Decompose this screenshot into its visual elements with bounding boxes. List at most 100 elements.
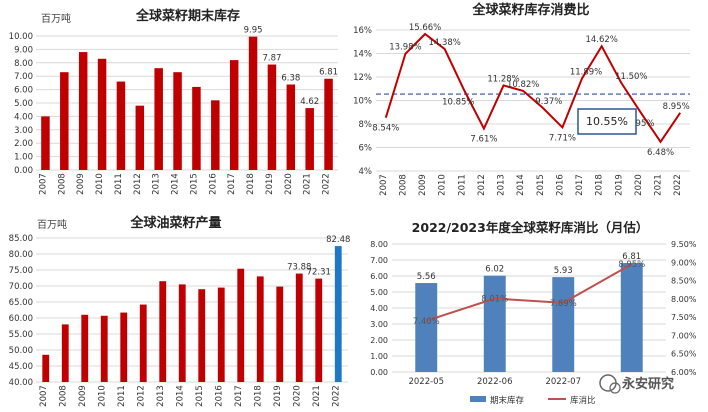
y-tick-label: 60.00: [9, 314, 33, 324]
y-tick-label: 5.00: [14, 99, 33, 109]
y-tick-label: 0.00: [14, 166, 33, 176]
x-tick-label: 2009: [76, 173, 86, 195]
x-tick-label: 2018: [246, 173, 256, 195]
data-label: 11.89%: [570, 67, 602, 77]
series-line: [425, 263, 633, 322]
x-tick-label: 2015: [189, 173, 199, 195]
x-tick-label: 2007: [39, 385, 49, 407]
y-tick-label-right: 9.50%: [671, 240, 697, 249]
y-tick-label: 14%: [353, 50, 372, 60]
y-tick-label-left: 6.00: [370, 272, 388, 281]
data-label: 6.48%: [647, 148, 674, 158]
bar: [267, 64, 277, 170]
legend-label: 期末库存: [490, 395, 525, 406]
chart-production: 全球油菜籽产量 百万吨 40.00 45.00 50.00 55.00 60.00 65.00…: [9, 215, 351, 407]
x-tick-label: 2012: [477, 174, 487, 196]
data-label: 11.50%: [615, 72, 647, 82]
bar: [97, 58, 107, 170]
y-tick-label: 8%: [359, 120, 373, 130]
y-tick-label: 2.00: [14, 139, 33, 149]
y-tick-label-left: 1.00: [370, 352, 388, 361]
x-tick-label: 2009: [78, 385, 88, 407]
bar: [620, 263, 643, 372]
y-tick-label: 7.00: [14, 72, 33, 82]
y-tick-label: 1.00: [14, 153, 33, 163]
data-label: 7.40%: [413, 317, 440, 327]
x-tick-label: 2013: [497, 174, 507, 196]
bar: [116, 81, 126, 170]
bar: [211, 100, 220, 170]
bar: [173, 72, 182, 170]
x-tick-label: 2017: [227, 173, 237, 195]
x-tick-label: 2021: [303, 173, 313, 195]
chart-stocks-to-use: 全球菜籽库存消费比 4% 6% 8% 10% 12% 14% 16% 8.54% 2007 13.9…: [353, 2, 690, 196]
x-tick-label: 2011: [457, 174, 467, 196]
data-label: 5.56: [417, 272, 436, 282]
y-tick-label: 10.00: [9, 32, 33, 42]
data-label: 11.28%: [487, 74, 519, 84]
x-tick-label: 2018: [595, 174, 605, 196]
data-label: 9.95: [244, 26, 263, 36]
bar: [41, 116, 50, 170]
data-label: 10.82%: [507, 80, 539, 90]
bar: [315, 278, 323, 382]
x-tick-label: 2021: [312, 385, 322, 407]
data-label: 10.85%: [442, 98, 474, 108]
x-tick-label: 2011: [114, 173, 124, 195]
series-line: [384, 32, 682, 144]
data-label: 7.71%: [549, 133, 576, 143]
x-tick-label: 2022-07: [545, 377, 581, 387]
x-tick-label: 2019: [273, 385, 283, 407]
y-tick-label-left: 0.00: [370, 368, 388, 377]
data-label: 82.48: [326, 235, 350, 245]
x-tick-label: 2007: [379, 174, 389, 196]
bar: [286, 84, 296, 170]
y-tick-label-right: 6.50%: [671, 350, 697, 359]
y-tick-label: 80.00: [9, 250, 33, 260]
y-tick-label-right: 7.00%: [671, 331, 697, 340]
data-label: 14.62%: [585, 35, 617, 45]
data-label: 7.89%: [550, 299, 577, 309]
x-tick-label: 2022-06: [477, 377, 513, 387]
y-tick-label: 16%: [353, 26, 372, 36]
x-tick-label: 2021: [654, 174, 664, 196]
chart-title: 全球菜籽期末库存: [135, 8, 240, 24]
x-tick-label: 2017: [575, 174, 585, 196]
unit-label: 百万吨: [41, 12, 71, 25]
x-tick-label: 2020: [284, 173, 294, 195]
y-tick-label: 8.00: [14, 59, 33, 69]
y-tick-label-right: 8.50%: [671, 277, 697, 286]
x-tick-label: 2018: [253, 385, 263, 407]
y-tick-label: 6.00: [14, 86, 33, 96]
x-tick-label: 2009: [418, 174, 428, 196]
x-tick-label: 2012: [133, 173, 143, 195]
x-tick-label: 2012: [136, 385, 146, 407]
x-tick-label: 2008: [398, 174, 408, 196]
bar: [135, 105, 145, 170]
data-label: 8.95%: [618, 260, 645, 270]
bar: [61, 324, 69, 382]
x-tick-label: 2013: [152, 173, 162, 195]
x-tick-label: 2008: [58, 385, 68, 407]
y-tick-label-left: 5.00: [370, 288, 388, 297]
bar: [178, 284, 186, 382]
data-label: 72.31: [307, 268, 331, 278]
y-tick-label: 85.00: [9, 234, 33, 244]
data-label: 6.81: [622, 252, 641, 262]
chart-monthly-estimate: 2022/2023年度全球菜籽库消比（月估） 0.00 1.00 2.00 3.00 4.…: [370, 220, 697, 406]
data-label: 8.95%: [663, 102, 690, 112]
chart-title: 2022/2023年度全球菜籽库消比（月估）: [412, 220, 649, 235]
legend-swatch-bar: [470, 396, 486, 402]
x-tick-label: 2019: [265, 173, 275, 195]
y-tick-label: 70.00: [9, 282, 33, 292]
x-tick-label: 2010: [97, 385, 107, 407]
x-tick-label: 2010: [438, 174, 448, 196]
y-tick-label: 75.00: [9, 266, 33, 276]
bar: [60, 72, 69, 170]
bar: [229, 60, 239, 171]
data-label: 6.81: [319, 68, 338, 78]
y-tick-label: 40.00: [9, 378, 33, 388]
x-tick-label: 2020: [292, 385, 302, 407]
y-tick-label-right: 6.00%: [671, 368, 697, 377]
x-tick-label: 2022: [673, 174, 683, 196]
